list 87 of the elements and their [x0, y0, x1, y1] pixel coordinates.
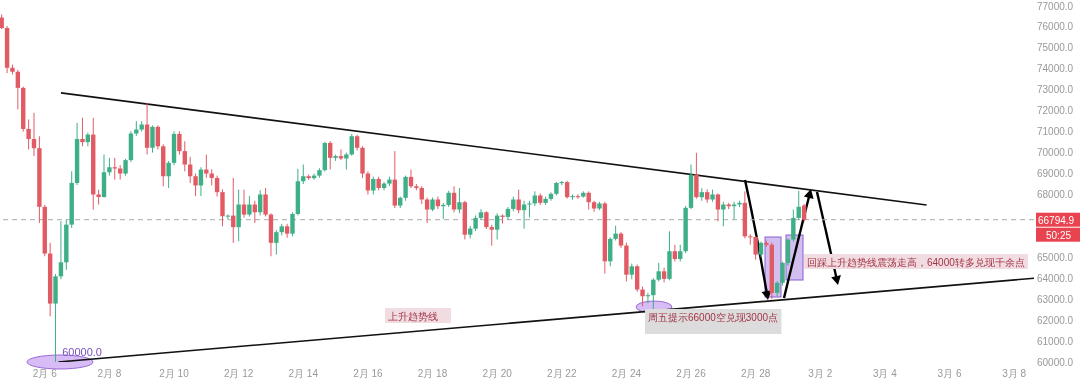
candlestick: [241, 189, 247, 219]
x-tick-label: 2月 28: [740, 368, 771, 380]
candlestick: [58, 220, 64, 280]
candlestick: [274, 229, 279, 256]
candlestick: [791, 209, 796, 243]
candlestick: [349, 133, 354, 157]
candlestick: [640, 286, 645, 307]
y-tick-label: 72000.0: [1037, 105, 1074, 117]
x-tick-label: 2月 24: [611, 368, 642, 380]
y-tick-label: 71000.0: [1037, 126, 1074, 138]
x-tick-label: 2月 18: [417, 368, 448, 380]
candlestick: [247, 195, 252, 217]
text: 50:25: [1046, 229, 1072, 241]
ref-line-label: 66794.9: [1038, 214, 1075, 226]
annotation: 60000.0: [62, 346, 102, 358]
annotation: 上升趋势线: [388, 311, 438, 322]
candlestick: [651, 277, 656, 311]
candlestick: [721, 201, 726, 227]
y-tick-label: 64000.0: [1037, 272, 1074, 284]
annotation: 周五提示66000空兑现3000点: [648, 312, 779, 323]
candlestick: [489, 224, 494, 247]
candlestick: [494, 212, 500, 240]
x-tick-label: 2月 26: [676, 368, 707, 380]
x-tick-label: 3月 4: [872, 368, 898, 380]
y-tick-label: 73000.0: [1037, 84, 1074, 96]
candlestick: [112, 157, 117, 181]
y-tick-label: 76000.0: [1037, 21, 1074, 33]
x-tick-label: 3月 6: [937, 368, 962, 380]
y-tick-label: 65000.0: [1037, 251, 1074, 263]
candlestick: [15, 69, 21, 110]
candlestick: [780, 260, 785, 287]
candlestick: [586, 190, 591, 211]
candlestick: [257, 189, 263, 216]
candlestick: [263, 187, 268, 217]
x-tick-label: 2月 6: [32, 368, 58, 380]
x-tick-label: 2月 14: [288, 368, 319, 380]
candlestick: [748, 233, 753, 246]
y-tick-label: 77000.0: [1037, 0, 1074, 12]
candlestick: [634, 264, 640, 293]
candlestick: [26, 119, 31, 150]
x-tick-label: 2月 10: [159, 368, 190, 380]
y-tick-label: 70000.0: [1037, 147, 1074, 159]
x-tick-label: 2月 8: [97, 368, 122, 380]
x-tick-label: 2月 12: [223, 368, 254, 380]
x-tick-label: 3月 2: [808, 368, 833, 380]
candlestick: [301, 164, 306, 185]
candlestick: [424, 197, 430, 224]
candlestick: [403, 175, 408, 202]
candlestick: [225, 213, 231, 221]
y-tick-label: 69000.0: [1037, 168, 1074, 180]
y-tick-label: 68000.0: [1037, 189, 1074, 201]
candlestick: [715, 192, 721, 222]
x-tick-label: 2月 16: [353, 368, 384, 380]
x-tick-label: 2月 22: [547, 368, 577, 380]
candlestick: [516, 189, 521, 214]
candlestick: [327, 140, 333, 171]
candlestick: [478, 208, 484, 221]
x-tick-label: 2月 20: [482, 368, 513, 380]
candlestick: [166, 160, 171, 189]
candlestick: [796, 190, 801, 221]
y-tick-label: 75000.0: [1037, 42, 1074, 54]
candlestick: [672, 244, 678, 262]
candlestick: [182, 140, 187, 172]
y-tick-label: 63000.0: [1037, 293, 1074, 305]
candlestick: [575, 193, 581, 200]
candlestick: [656, 262, 661, 282]
candlestick: [150, 124, 155, 154]
candlestick: [193, 173, 198, 197]
candlestick: [451, 185, 457, 213]
y-tick-label: 60000.0: [1037, 356, 1074, 368]
annotation: 回踩上升趋势线震荡走高，64000转多兑现千余点: [807, 257, 1025, 268]
candlestick: [785, 237, 791, 267]
candlestick: [570, 193, 575, 201]
candlestick: [753, 235, 758, 261]
y-tick-label: 74000.0: [1037, 63, 1074, 75]
candlestick: [290, 211, 295, 237]
y-tick-label: 62000.0: [1037, 314, 1074, 326]
y-tick-label: 61000.0: [1037, 335, 1074, 347]
candlestick: [694, 152, 699, 200]
candlestick: [548, 191, 554, 202]
candlestick: [457, 187, 462, 214]
candlestick: [177, 130, 182, 156]
x-tick-label: 3月 8: [1002, 368, 1027, 380]
candlestick: [144, 102, 150, 155]
candlestick: [204, 154, 209, 179]
candlestick: [236, 189, 241, 242]
candlestick: [80, 117, 85, 147]
